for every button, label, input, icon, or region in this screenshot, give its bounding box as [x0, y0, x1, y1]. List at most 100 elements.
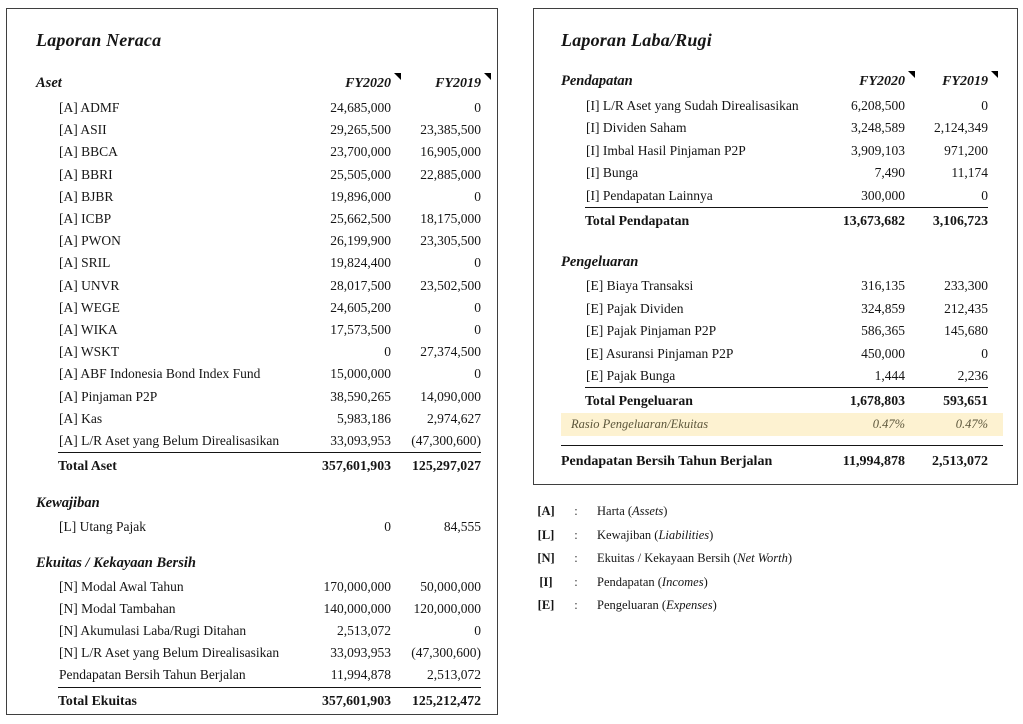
pengeluaran-rows: [E] Biaya Transaksi 316,135 233,300 [E] … [561, 275, 988, 387]
table-row: [E] Biaya Transaksi 316,135 233,300 [561, 275, 988, 297]
row-label: [N] Modal Awal Tahun [59, 578, 184, 594]
row-fy2019-value: 50,000,000 [420, 578, 481, 594]
legend-code: [A] [537, 504, 555, 518]
row-fy2019-value: 0 [474, 299, 481, 315]
legend-text: Harta (Assets) [593, 500, 1017, 524]
section-header-pengeluaran-row: Pengeluaran [561, 252, 988, 272]
table-row: [A] SRIL 19,824,400 0 [36, 252, 481, 274]
row-fy2019-value: 0 [981, 345, 988, 361]
row-fy2020-value: 24,685,000 [330, 100, 391, 115]
note-marker-icon[interactable] [484, 73, 491, 80]
legend-text: Pendapatan (Incomes) [593, 571, 1017, 595]
column-header-fy2020-label: FY2020 [345, 76, 391, 91]
row-label: [A] BBRI [59, 166, 113, 182]
table-row: Pendapatan Bersih Tahun Berjalan 11,994,… [36, 664, 481, 686]
row-fy2019-value: 145,680 [944, 323, 988, 339]
row-label: [N] Modal Tambahan [59, 600, 176, 616]
row-label: [A] ABF Indonesia Bond Index Fund [59, 366, 261, 382]
row-fy2020-value: 23,700,000 [330, 144, 391, 160]
table-row: [N] Akumulasi Laba/Rugi Ditahan 2,513,07… [36, 620, 481, 642]
note-marker-icon[interactable] [991, 71, 998, 78]
column-header-fy2019: FY2019 [905, 71, 998, 92]
section-header-pengeluaran: Pengeluaran [561, 254, 639, 271]
row-fy2020-value: 586,365 [861, 323, 905, 339]
row-fy2019-value: 233,300 [944, 278, 988, 294]
note-marker-icon[interactable] [908, 71, 915, 78]
legend-text-post: ) [663, 504, 668, 518]
row-label: [A] WIKA [59, 322, 118, 338]
total-pendapatan-fy2020: 13,673,682 [842, 213, 905, 229]
table-row: [A] L/R Aset yang Belum Direalisasikan 3… [36, 430, 481, 452]
total-pengeluaran-row: Total Pengeluaran 1,678,803 593,651 [585, 387, 988, 412]
row-fy2020-value: 2,513,072 [337, 623, 391, 639]
row-fy2020-value: 7,490 [874, 165, 905, 181]
total-ekuitas-label: Total Ekuitas [58, 692, 137, 708]
row-label: [A] UNVR [59, 277, 120, 293]
rasio-label: Rasio Pengeluaran/Ekuitas [571, 416, 709, 431]
legend-text-italic: Expenses [666, 598, 713, 612]
row-fy2020-value: 316,135 [861, 278, 905, 294]
section-header-kewajiban-row: Kewajiban [36, 493, 481, 513]
row-fy2020-value: 19,896,000 [330, 188, 391, 204]
pendapatan-bersih-fy2020: 11,994,878 [842, 453, 905, 469]
row-fy2019-value: 23,385,500 [420, 122, 481, 138]
row-label: [E] Asuransi Pinjaman P2P [586, 345, 734, 361]
row-fy2019-value: 0 [981, 187, 988, 203]
rasio-fy2020: 0.47% [872, 416, 905, 431]
note-marker-icon[interactable] [394, 73, 401, 80]
row-fy2019-value: (47,300,600) [411, 433, 481, 449]
row-fy2020-value: 3,248,589 [851, 120, 905, 136]
row-label: [A] SRIL [59, 255, 111, 271]
row-fy2020-value: 0 [384, 344, 391, 360]
total-aset-fy2019: 125,297,027 [412, 458, 481, 474]
row-fy2020-value: 25,505,000 [330, 166, 391, 182]
row-fy2019-value: 27,374,500 [420, 344, 481, 360]
table-row: [A] BBCA 23,700,000 16,905,000 [36, 141, 481, 163]
row-label: [E] Biaya Transaksi [586, 278, 694, 294]
legend-colon: : [574, 504, 578, 518]
column-header-fy2019-label: FY2019 [435, 76, 481, 91]
row-fy2019-value: 23,305,500 [420, 233, 481, 249]
row-fy2019-value: 2,124,349 [934, 120, 988, 136]
table-row: [A] ICBP 25,662,500 18,175,000 [36, 208, 481, 230]
pendapatan-bersih-label: Pendapatan Bersih Tahun Berjalan [561, 453, 773, 469]
legend: [A] : Harta (Assets) [L] : Kewajiban (Li… [533, 500, 1017, 618]
legend-text-italic: Net Worth [737, 551, 788, 565]
row-label: [I] Imbal Hasil Pinjaman P2P [586, 142, 746, 158]
row-label: [E] Pajak Bunga [586, 368, 676, 384]
total-pendapatan-label: Total Pendapatan [585, 213, 690, 229]
legend-item: [L] : Kewajiban (Liabilities) [533, 524, 1017, 548]
row-fy2019-value: 18,175,000 [420, 211, 481, 227]
row-label: [A] BBCA [59, 144, 118, 160]
table-row: [N] L/R Aset yang Belum Direalisasikan 3… [36, 642, 481, 664]
total-pendapatan-row: Total Pendapatan 13,673,682 3,106,723 [585, 207, 988, 232]
total-pengeluaran-fy2019: 593,651 [943, 393, 988, 409]
row-label: [A] PWON [59, 233, 121, 249]
row-fy2020-value: 170,000,000 [323, 578, 392, 594]
row-label: [N] Akumulasi Laba/Rugi Ditahan [59, 623, 247, 639]
row-fy2019-value: 0 [981, 98, 988, 113]
row-fy2020-value: 29,265,500 [330, 122, 391, 138]
row-fy2019-value: 2,974,627 [427, 410, 481, 426]
row-fy2020-value: 33,093,953 [330, 645, 391, 661]
row-fy2020-value: 25,662,500 [330, 211, 391, 227]
legend-text-post: ) [787, 551, 792, 565]
section-header-pendapatan: Pendapatan [561, 73, 633, 89]
pendapatan-header-row: Pendapatan FY2020 FY2019 [561, 71, 998, 92]
row-label: [A] WSKT [59, 344, 120, 360]
row-fy2020-value: 3,909,103 [851, 142, 905, 158]
row-label: [I] Pendapatan Lainnya [586, 187, 713, 203]
row-fy2019-value: 0 [474, 255, 481, 271]
row-label: [I] L/R Aset yang Sudah Direalisasikan [586, 98, 799, 113]
row-label: [A] BJBR [59, 188, 114, 204]
legend-colon: : [574, 551, 578, 565]
row-label: [E] Pajak Dividen [586, 300, 684, 316]
section-header-ekuitas: Ekuitas / Kekayaan Bersih [36, 554, 196, 571]
table-row: [A] WIKA 17,573,500 0 [36, 319, 481, 341]
pendapatan-rows: [I] L/R Aset yang Sudah Direalisasikan 6… [561, 95, 988, 207]
row-fy2020-value: 1,444 [874, 368, 905, 384]
row-fy2020-value: 140,000,000 [323, 600, 392, 616]
table-row: [A] Kas 5,983,186 2,974,627 [36, 408, 481, 430]
rasio-fy2019: 0.47% [955, 416, 988, 431]
total-aset-row: Total Aset 357,601,903 125,297,027 [58, 452, 481, 477]
